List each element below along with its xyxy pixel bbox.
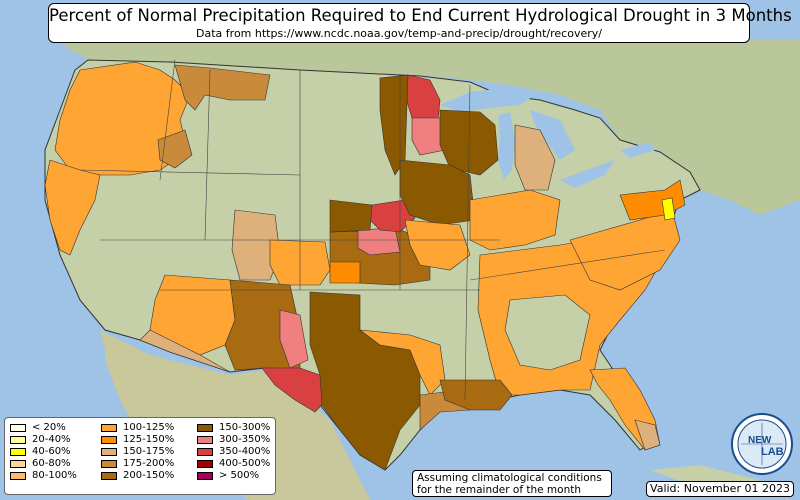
mexico-land (100, 330, 370, 500)
legend-item: 100-125% (101, 422, 174, 434)
legend-swatch (10, 424, 26, 432)
legend-swatch (197, 424, 213, 432)
legend-swatch (10, 448, 26, 456)
region-carolinas (569, 209, 681, 291)
legend-item: > 500% (197, 470, 270, 482)
region-minnesota-pink (411, 117, 446, 156)
region-ohio-valley (469, 189, 561, 251)
region-ks-orange (329, 261, 361, 284)
legend-item: 300-350% (197, 434, 270, 446)
lake-erie (560, 160, 615, 188)
region-utah-tan (231, 209, 281, 281)
legend-swatch (10, 472, 26, 480)
region-upper-midwest (379, 74, 409, 176)
legend-item: 80-100% (10, 470, 77, 482)
legend-swatch (101, 472, 117, 480)
legend-item: 350-400% (197, 446, 270, 458)
legend-item: < 20% (10, 422, 77, 434)
legend-swatch (10, 436, 26, 444)
region-nebraska-brown (329, 199, 373, 233)
legend-item: 40-60% (10, 446, 77, 458)
legend-swatch (197, 472, 213, 480)
assumption-note: Assuming climatological conditions for t… (412, 470, 612, 497)
legend-item: 400-500% (197, 458, 270, 470)
lake-ontario (620, 142, 655, 158)
map-subtitle: Data from https://www.ncdc.noaa.gov/temp… (196, 27, 602, 40)
legend-swatch (101, 460, 117, 468)
lake-superior (440, 88, 535, 112)
region-se-green (504, 294, 591, 371)
lake-huron (530, 110, 575, 160)
logo-text-1: NEW (748, 435, 772, 446)
region-missouri (404, 219, 471, 271)
region-montana (174, 64, 271, 111)
legend-item: 125-150% (101, 434, 174, 446)
legend-item: 60-80% (10, 458, 77, 470)
region-louisiana (439, 379, 513, 411)
legend-item: 20-40% (10, 434, 77, 446)
legend-swatch (101, 448, 117, 456)
valid-date: Valid: November 01 2023 (646, 481, 794, 497)
region-az-tan (139, 329, 231, 373)
region-ks-pink (357, 227, 401, 256)
newlab-logo: NEW LAB (731, 413, 793, 475)
canada-land (60, 40, 800, 215)
legend-column-1: < 20% 20-40% 40-60% 60-80% 80-100% (10, 422, 77, 482)
note-line-2: for the remainder of the month (417, 484, 582, 496)
legend-swatch (197, 448, 213, 456)
legend-item: 150-175% (101, 446, 174, 458)
legend-item: 200-150% (101, 470, 174, 482)
region-delmarva (661, 197, 676, 221)
region-ca-coast (44, 159, 101, 256)
note-line-1: Assuming climatological conditions (417, 472, 602, 484)
legend-column-2: 100-125% 125-150% 150-175% 175-200% 200-… (101, 422, 174, 482)
legend-item: 175-200% (101, 458, 174, 470)
legend-column-3: 150-300% 300-350% 350-400% 400-500% > 50… (197, 422, 270, 482)
map-title: Percent of Normal Precipitation Required… (49, 6, 792, 25)
legend-swatch (197, 460, 213, 468)
region-pacific-nw (54, 61, 191, 176)
region-nm-pink (279, 309, 309, 369)
region-west-tx-red (261, 367, 329, 413)
title-box: Percent of Normal Precipitation Required… (48, 3, 792, 43)
legend: < 20% 20-40% 40-60% 60-80% 80-100% 100-1… (4, 417, 276, 495)
region-michigan (514, 124, 556, 191)
lake-michigan (498, 112, 515, 180)
region-nw-brown (157, 129, 193, 169)
legend-swatch (101, 436, 117, 444)
region-florida-tip (634, 419, 661, 451)
logo-text-2: LAB (761, 446, 784, 458)
legend-swatch (101, 424, 117, 432)
state-borders (79, 59, 666, 401)
legend-swatch (197, 436, 213, 444)
legend-item: 150-300% (197, 422, 270, 434)
legend-swatch (10, 460, 26, 468)
region-iowa (399, 159, 476, 226)
